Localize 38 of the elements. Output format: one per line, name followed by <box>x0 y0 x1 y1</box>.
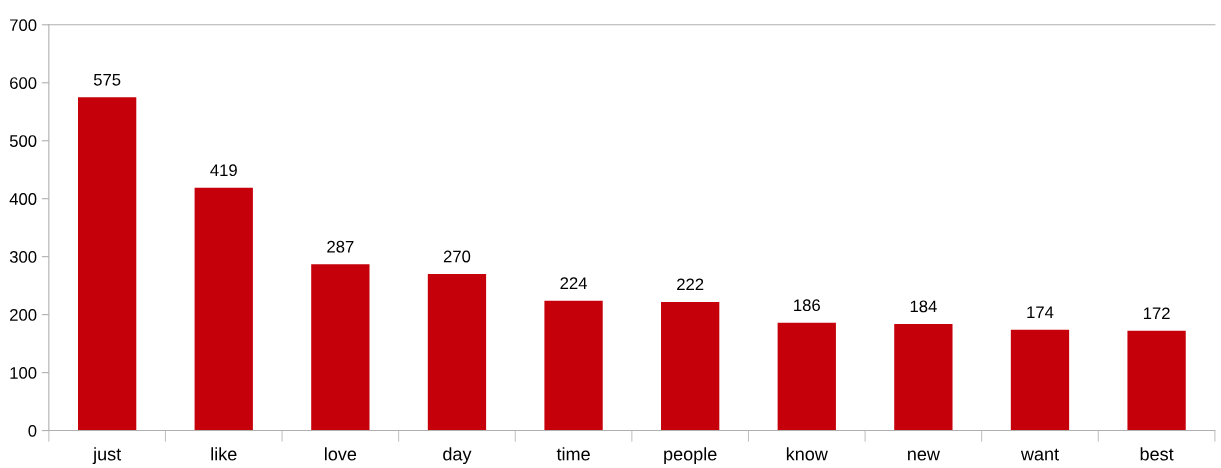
bar <box>311 264 370 431</box>
x-tick-label: want <box>1020 448 1059 461</box>
data-label: 174 <box>1027 306 1054 318</box>
data-label: 172 <box>1143 307 1170 320</box>
y-tick-label: 100 <box>10 367 37 379</box>
y-tick-label: 700 <box>10 19 37 32</box>
bar <box>1127 330 1186 431</box>
x-tick-label: time <box>556 447 590 461</box>
y-tick-label: 400 <box>9 193 37 205</box>
bar <box>427 274 487 431</box>
y-tick-label: 500 <box>9 135 37 147</box>
bar <box>77 97 137 431</box>
bar <box>661 301 720 431</box>
x-tick-label: just <box>92 447 122 465</box>
data-label: 419 <box>210 164 237 177</box>
bar <box>894 323 953 431</box>
y-tick-label: 0 <box>28 424 37 437</box>
data-label: 184 <box>910 300 937 313</box>
data-label: 575 <box>93 74 121 86</box>
y-tick-label: 200 <box>10 309 37 321</box>
x-tick-label: people <box>664 447 717 465</box>
x-tick-label: love <box>325 447 357 461</box>
bar <box>777 322 836 431</box>
y-tick-label: 600 <box>10 77 37 89</box>
data-label: 270 <box>443 250 471 263</box>
x-tick-label: like <box>211 447 237 461</box>
x-tick-label: best <box>1140 447 1174 461</box>
x-tick-label: day <box>443 447 472 465</box>
y-tick-label: 300 <box>9 251 37 263</box>
data-label: 287 <box>327 240 354 253</box>
x-tick-label: know <box>786 447 828 461</box>
data-label: 224 <box>560 277 587 289</box>
x-tick-label: new <box>908 450 940 461</box>
data-label: 186 <box>794 299 820 312</box>
bar <box>544 300 603 431</box>
data-label: 222 <box>677 278 704 291</box>
bar <box>1010 329 1070 431</box>
bar <box>194 187 253 431</box>
